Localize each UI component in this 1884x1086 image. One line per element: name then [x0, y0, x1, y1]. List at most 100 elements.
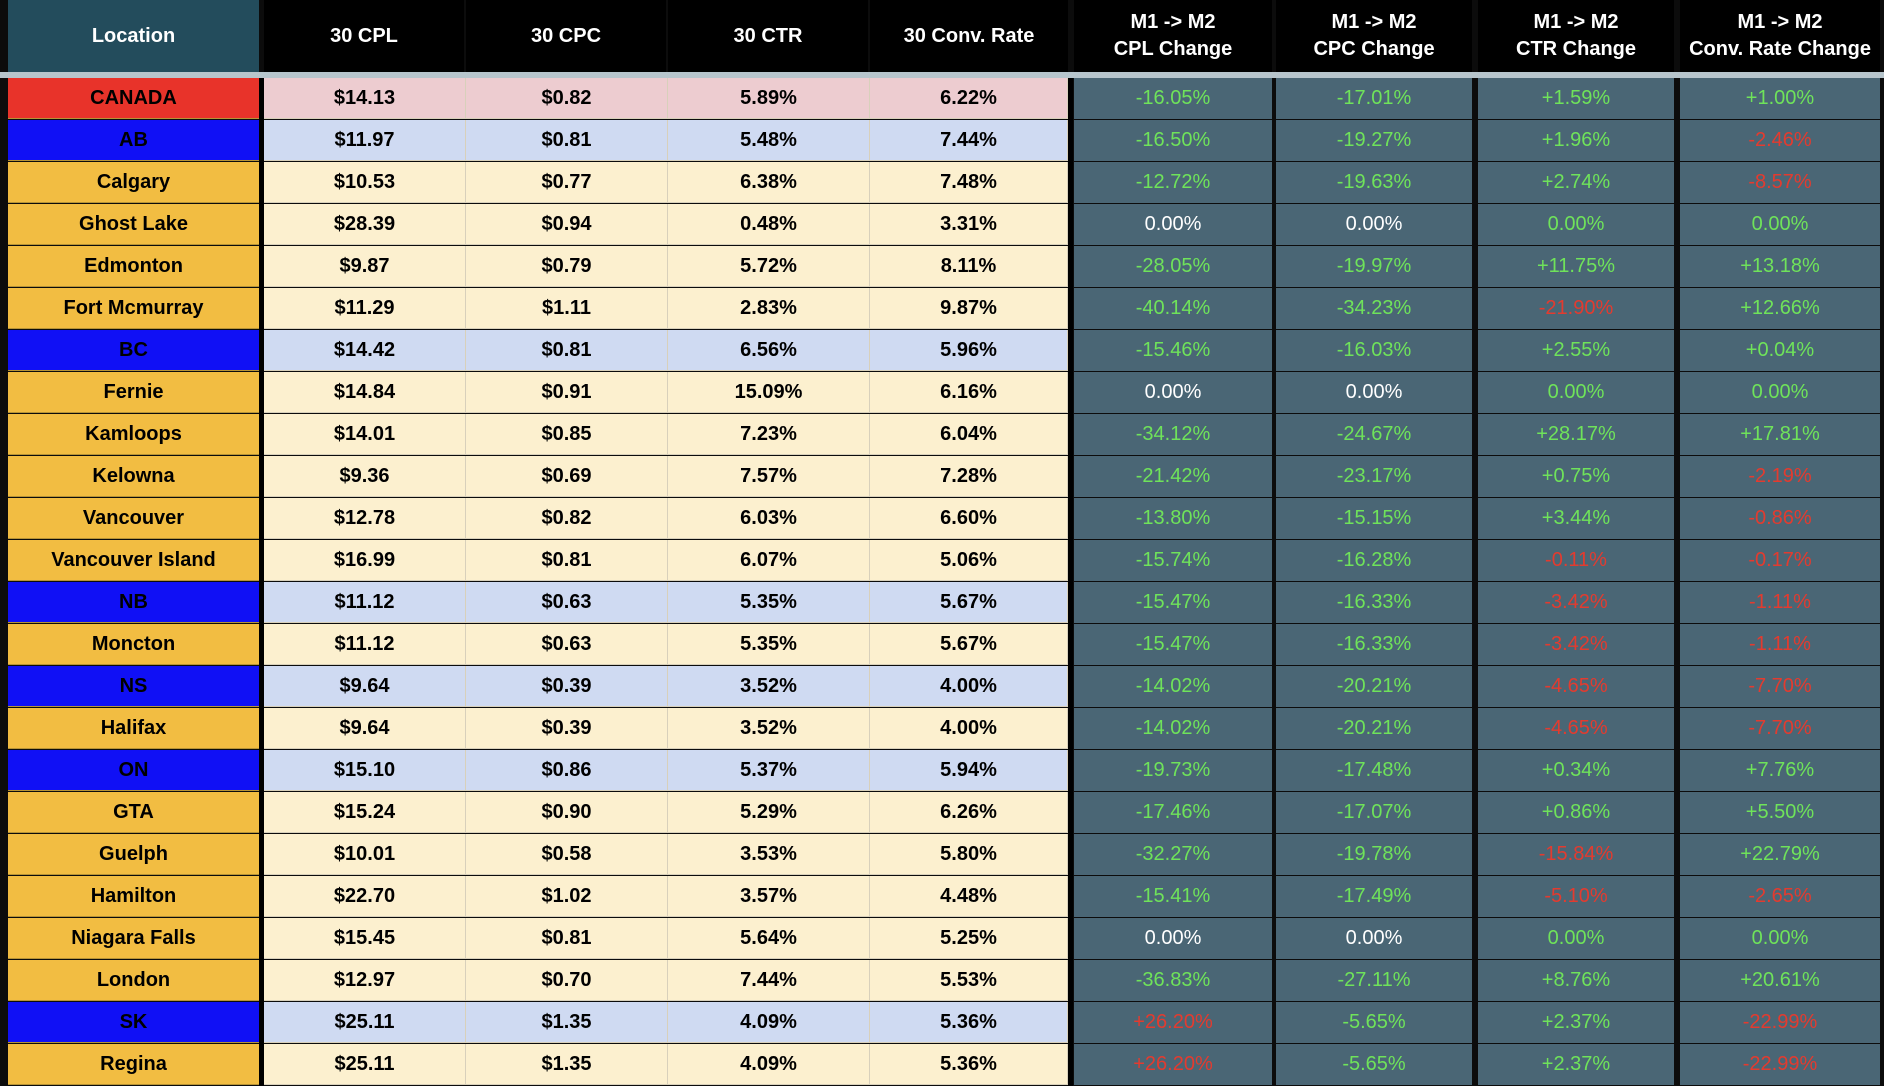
cell-cpc-change[interactable]: -17.01% — [1276, 78, 1472, 119]
cell-cpc-change[interactable]: -17.49% — [1276, 876, 1472, 917]
cell-cpl[interactable]: $11.97 — [264, 120, 466, 161]
cell-cpl-change[interactable]: 0.00% — [1074, 204, 1272, 245]
cell-location[interactable]: Fernie — [8, 372, 259, 413]
cell-cpl[interactable]: $12.78 — [264, 498, 466, 539]
cell-cpc[interactable]: $0.85 — [466, 414, 668, 455]
cell-ctr-change[interactable]: +8.76% — [1478, 960, 1674, 1001]
cell-cpc[interactable]: $0.91 — [466, 372, 668, 413]
cell-cpl-change[interactable]: -21.42% — [1074, 456, 1272, 497]
cell-conv[interactable]: 7.28% — [870, 456, 1068, 497]
cell-conv[interactable]: 5.36% — [870, 1044, 1068, 1085]
cell-cpl-change[interactable]: 0.00% — [1074, 918, 1272, 959]
cell-cpl-change[interactable]: -34.12% — [1074, 414, 1272, 455]
cell-conv-change[interactable]: -1.11% — [1680, 624, 1880, 665]
cell-conv[interactable]: 5.25% — [870, 918, 1068, 959]
cell-cpl[interactable]: $22.70 — [264, 876, 466, 917]
header-ctr[interactable]: 30 CTR — [668, 0, 868, 72]
cell-ctr-change[interactable]: +2.55% — [1478, 330, 1674, 371]
cell-ctr-change[interactable]: +2.37% — [1478, 1044, 1674, 1085]
cell-cpc[interactable]: $0.79 — [466, 246, 668, 287]
cell-cpl-change[interactable]: -15.74% — [1074, 540, 1272, 581]
cell-conv-change[interactable]: -0.17% — [1680, 540, 1880, 581]
cell-location[interactable]: NB — [8, 582, 259, 623]
cell-ctr[interactable]: 6.56% — [668, 330, 870, 371]
cell-ctr[interactable]: 7.44% — [668, 960, 870, 1001]
cell-conv[interactable]: 6.26% — [870, 792, 1068, 833]
cell-cpc-change[interactable]: -15.15% — [1276, 498, 1472, 539]
cell-location[interactable]: Moncton — [8, 624, 259, 665]
cell-cpl[interactable]: $10.53 — [264, 162, 466, 203]
cell-conv[interactable]: 6.16% — [870, 372, 1068, 413]
cell-cpl[interactable]: $10.01 — [264, 834, 466, 875]
cell-ctr[interactable]: 7.57% — [668, 456, 870, 497]
cell-conv-change[interactable]: -8.57% — [1680, 162, 1880, 203]
cell-cpl[interactable]: $11.29 — [264, 288, 466, 329]
cell-cpc[interactable]: $0.81 — [466, 120, 668, 161]
cell-ctr[interactable]: 3.52% — [668, 708, 870, 749]
header-cpl[interactable]: 30 CPL — [264, 0, 464, 72]
cell-ctr[interactable]: 15.09% — [668, 372, 870, 413]
cell-cpc[interactable]: $1.02 — [466, 876, 668, 917]
cell-cpc[interactable]: $1.35 — [466, 1044, 668, 1085]
cell-cpl[interactable]: $9.36 — [264, 456, 466, 497]
header-cpc-change[interactable]: M1 -> M2 CPC Change — [1276, 0, 1472, 72]
cell-cpl-change[interactable]: -32.27% — [1074, 834, 1272, 875]
cell-location[interactable]: GTA — [8, 792, 259, 833]
cell-cpl-change[interactable]: -19.73% — [1074, 750, 1272, 791]
cell-ctr[interactable]: 6.38% — [668, 162, 870, 203]
header-ctr-change[interactable]: M1 -> M2 CTR Change — [1478, 0, 1674, 72]
cell-conv-change[interactable]: -0.86% — [1680, 498, 1880, 539]
cell-cpl[interactable]: $15.10 — [264, 750, 466, 791]
cell-cpc[interactable]: $0.81 — [466, 540, 668, 581]
cell-cpl-change[interactable]: +26.20% — [1074, 1044, 1272, 1085]
cell-ctr[interactable]: 5.37% — [668, 750, 870, 791]
cell-location[interactable]: Vancouver — [8, 498, 259, 539]
cell-cpc-change[interactable]: -20.21% — [1276, 666, 1472, 707]
cell-ctr-change[interactable]: +3.44% — [1478, 498, 1674, 539]
cell-cpl-change[interactable]: -14.02% — [1074, 708, 1272, 749]
cell-ctr-change[interactable]: +2.74% — [1478, 162, 1674, 203]
cell-cpc[interactable]: $0.39 — [466, 708, 668, 749]
cell-cpc[interactable]: $0.39 — [466, 666, 668, 707]
header-location[interactable]: Location — [8, 0, 259, 72]
cell-ctr-change[interactable]: +1.96% — [1478, 120, 1674, 161]
cell-conv[interactable]: 6.04% — [870, 414, 1068, 455]
cell-cpl[interactable]: $14.13 — [264, 78, 466, 119]
cell-cpl[interactable]: $14.42 — [264, 330, 466, 371]
cell-cpc-change[interactable]: 0.00% — [1276, 372, 1472, 413]
cell-conv[interactable]: 5.67% — [870, 582, 1068, 623]
cell-location[interactable]: Vancouver Island — [8, 540, 259, 581]
cell-ctr[interactable]: 5.89% — [668, 78, 870, 119]
cell-location[interactable]: Kelowna — [8, 456, 259, 497]
cell-location[interactable]: NS — [8, 666, 259, 707]
cell-conv[interactable]: 5.67% — [870, 624, 1068, 665]
cell-ctr-change[interactable]: -3.42% — [1478, 582, 1674, 623]
cell-conv-change[interactable]: 0.00% — [1680, 204, 1880, 245]
cell-ctr[interactable]: 5.72% — [668, 246, 870, 287]
cell-conv-change[interactable]: -2.46% — [1680, 120, 1880, 161]
cell-conv-change[interactable]: -2.19% — [1680, 456, 1880, 497]
cell-cpl[interactable]: $25.11 — [264, 1044, 466, 1085]
cell-ctr[interactable]: 3.57% — [668, 876, 870, 917]
cell-conv-change[interactable]: +1.00% — [1680, 78, 1880, 119]
cell-conv-change[interactable]: -2.65% — [1680, 876, 1880, 917]
cell-ctr[interactable]: 0.48% — [668, 204, 870, 245]
cell-cpc-change[interactable]: -5.65% — [1276, 1044, 1472, 1085]
cell-conv-change[interactable]: +12.66% — [1680, 288, 1880, 329]
cell-location[interactable]: Niagara Falls — [8, 918, 259, 959]
cell-cpc[interactable]: $0.82 — [466, 498, 668, 539]
cell-conv-change[interactable]: +13.18% — [1680, 246, 1880, 287]
cell-location[interactable]: SK — [8, 1002, 259, 1043]
cell-ctr-change[interactable]: -5.10% — [1478, 876, 1674, 917]
cell-cpc[interactable]: $0.86 — [466, 750, 668, 791]
cell-cpc-change[interactable]: 0.00% — [1276, 204, 1472, 245]
cell-cpl-change[interactable]: -12.72% — [1074, 162, 1272, 203]
cell-ctr[interactable]: 6.03% — [668, 498, 870, 539]
cell-cpc[interactable]: $0.81 — [466, 330, 668, 371]
cell-ctr[interactable]: 3.52% — [668, 666, 870, 707]
cell-cpl[interactable]: $9.87 — [264, 246, 466, 287]
cell-cpl-change[interactable]: 0.00% — [1074, 372, 1272, 413]
cell-ctr-change[interactable]: -0.11% — [1478, 540, 1674, 581]
cell-cpc[interactable]: $0.94 — [466, 204, 668, 245]
cell-ctr-change[interactable]: -4.65% — [1478, 708, 1674, 749]
